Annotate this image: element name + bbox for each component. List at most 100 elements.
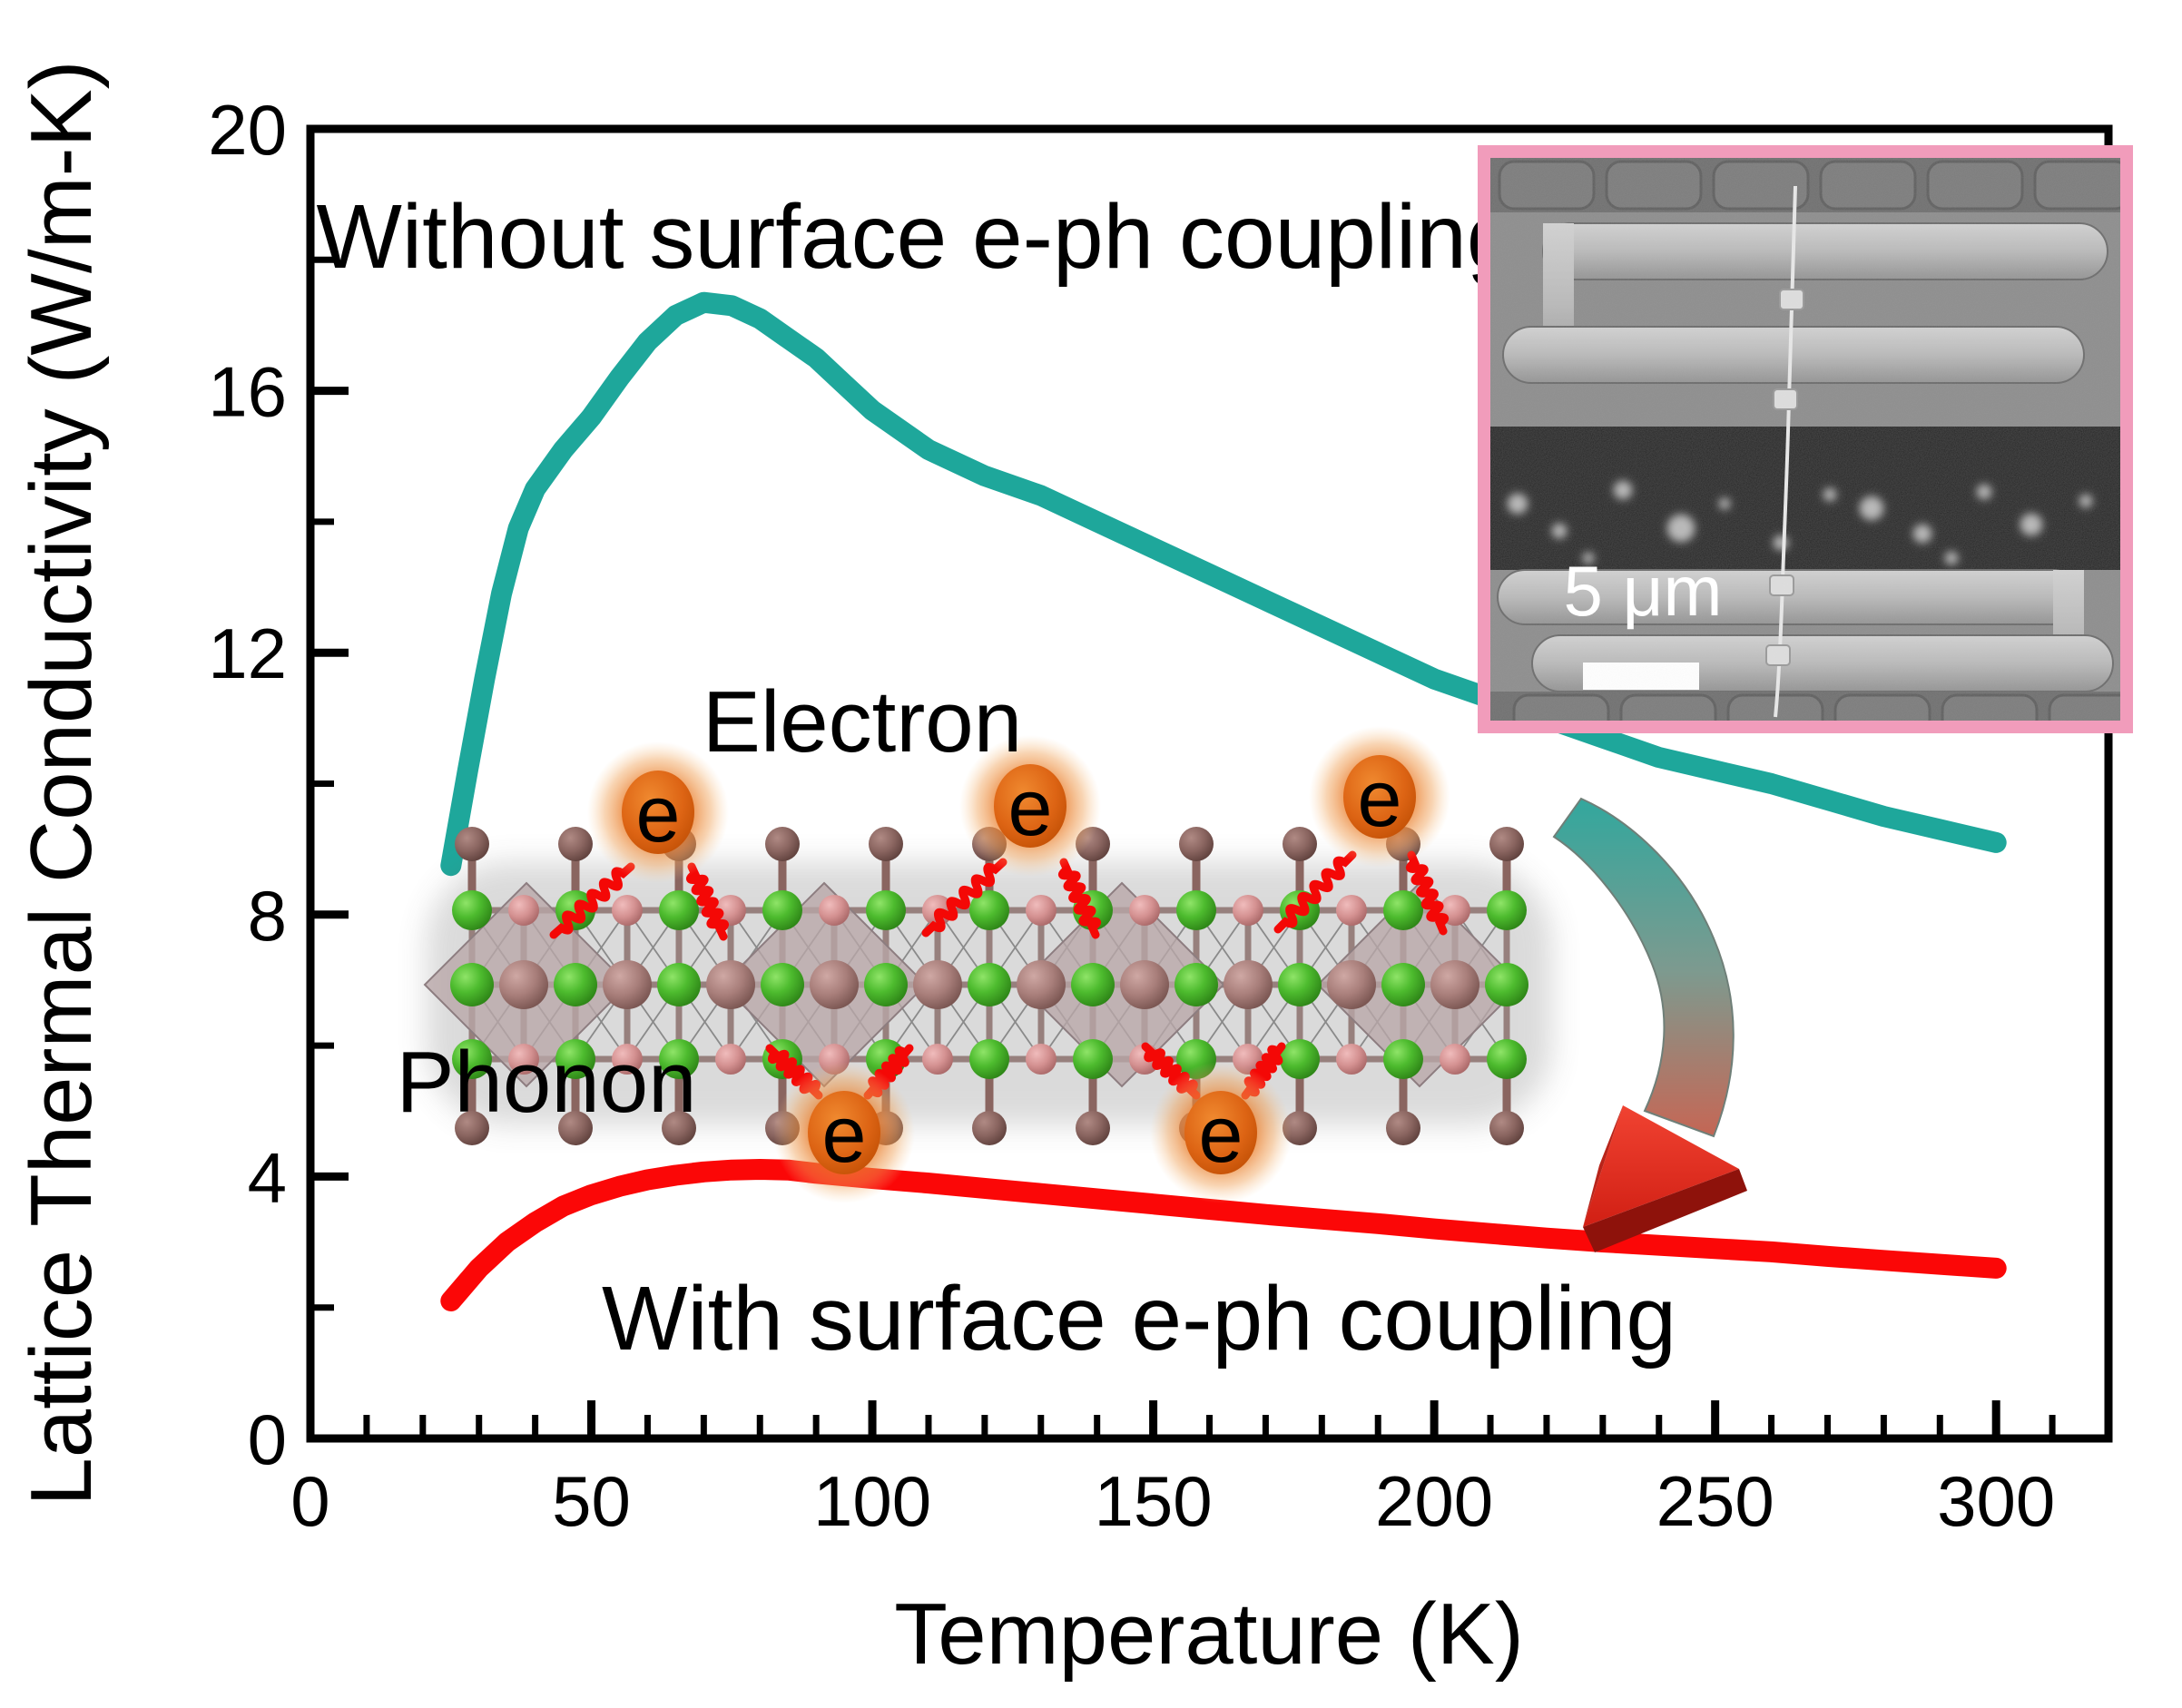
atom-pink: [1336, 1044, 1367, 1075]
atom-mauve: [1120, 960, 1169, 1009]
atom-green: [659, 1039, 699, 1079]
atom-brown: [1489, 1111, 1524, 1145]
atom-pink: [1129, 895, 1160, 926]
atom-green: [1176, 890, 1216, 930]
atom-brown: [455, 827, 489, 861]
atom-green: [969, 890, 1009, 930]
y-tick-label: 16: [208, 352, 287, 432]
atom-green: [659, 890, 699, 930]
atom-green: [1383, 890, 1423, 930]
sem-bump: [1819, 160, 1917, 211]
atom-green: [1485, 963, 1528, 1006]
arrow-head-edge: [1583, 1169, 1747, 1252]
phonon-spring: [921, 858, 1007, 937]
phonon-spring: [1405, 850, 1450, 936]
atom-green: [866, 890, 906, 930]
electron-markers: e e e e e: [587, 726, 1450, 1203]
arrow-body: [1552, 797, 1735, 1138]
atom-pink: [1026, 1044, 1057, 1075]
sem-particle: [1773, 535, 1789, 551]
atom-pink: [1336, 895, 1367, 926]
reduction-arrow: [1552, 797, 1747, 1252]
curve-label-without: Without surface e-ph coupling: [317, 186, 1518, 288]
scale-bar-label: 5 μm: [1564, 551, 1723, 631]
sem-particle: [1823, 487, 1837, 502]
atom-green: [1175, 963, 1218, 1006]
atom-brown: [558, 827, 593, 861]
x-tick-labels: 0 50 100 150 200 250 300: [290, 1461, 2055, 1541]
sem-bump: [1512, 693, 1610, 721]
curve-label-with: With surface e-ph coupling: [602, 1268, 1676, 1369]
arrow-head: [1583, 1105, 1739, 1227]
atom-pink: [1026, 895, 1057, 926]
atom-brown: [455, 1111, 489, 1145]
sem-particle: [1976, 484, 1992, 500]
phonon-spring: [1273, 850, 1357, 934]
atom-green: [1071, 963, 1115, 1006]
sem-particle: [1859, 496, 1884, 521]
atom-brown: [1283, 827, 1317, 861]
atom-green: [1383, 1039, 1423, 1079]
atom-green: [968, 963, 1011, 1006]
atom-brown: [972, 1111, 1007, 1145]
atom-brown: [1179, 827, 1214, 861]
y-tick-label: 0: [248, 1399, 287, 1479]
atom-pink: [715, 1044, 746, 1075]
atom-green: [969, 1039, 1009, 1079]
y-tick-label: 8: [248, 876, 287, 956]
atom-green: [1278, 963, 1322, 1006]
atom-pink: [922, 1044, 953, 1075]
x-tick-label: 0: [290, 1461, 329, 1541]
atom-mauve: [913, 960, 962, 1009]
atom-green: [450, 963, 494, 1006]
atom-mauve: [1327, 960, 1376, 1009]
x-axis-title: Temperature (K): [894, 1585, 1524, 1683]
sem-particle: [2079, 494, 2093, 508]
x-tick-label: 250: [1656, 1461, 1774, 1541]
electron-core: [622, 771, 694, 854]
electron-core: [1343, 755, 1416, 839]
atom-green: [555, 1039, 595, 1079]
y-tick-labels: 0 4 8 12 16 20: [208, 90, 287, 1479]
sem-bump: [1498, 160, 1596, 211]
electron-symbol: e: [1358, 753, 1402, 843]
atom-mauve: [706, 960, 755, 1009]
electron-core: [1184, 1091, 1257, 1174]
electron-symbol: e: [822, 1089, 867, 1179]
sem-image-content: [1490, 158, 2120, 721]
atom-mauve: [1224, 960, 1273, 1009]
electron-symbol: e: [636, 769, 681, 859]
electron-label: Electron: [703, 673, 1022, 771]
atom-green: [761, 963, 804, 1006]
atom-pink: [612, 895, 643, 926]
atom-green: [452, 1039, 492, 1079]
phonon-spring: [1058, 858, 1101, 939]
x-tick-label: 200: [1375, 1461, 1493, 1541]
sem-dark-gap: [1490, 427, 2120, 570]
atom-green: [1381, 963, 1425, 1006]
sem-bump: [2033, 160, 2120, 211]
atom-pink: [1233, 895, 1263, 926]
atom-green: [657, 963, 701, 1006]
sem-nanowire-clamp: [1765, 644, 1791, 666]
sem-nanowire-clamp: [1773, 388, 1798, 410]
sem-particle: [1944, 551, 1959, 565]
atom-green: [1487, 890, 1527, 930]
atom-pink: [1440, 1044, 1470, 1075]
atom-brown: [1076, 1111, 1110, 1145]
sem-particle: [1912, 524, 1932, 544]
sem-beam-1: [1542, 222, 2108, 280]
sem-bump: [1833, 693, 1931, 721]
electron-core: [994, 764, 1066, 848]
lattice-atoms: [450, 827, 1528, 1145]
atom-pink: [715, 895, 746, 926]
atom-green: [1073, 1039, 1113, 1079]
atom-mauve: [1430, 960, 1479, 1009]
sem-particle: [1666, 514, 1695, 543]
sem-bump: [1605, 160, 1703, 211]
sem-bump: [2048, 693, 2120, 721]
atom-green: [554, 963, 597, 1006]
x-tick-label: 300: [1937, 1461, 2055, 1541]
